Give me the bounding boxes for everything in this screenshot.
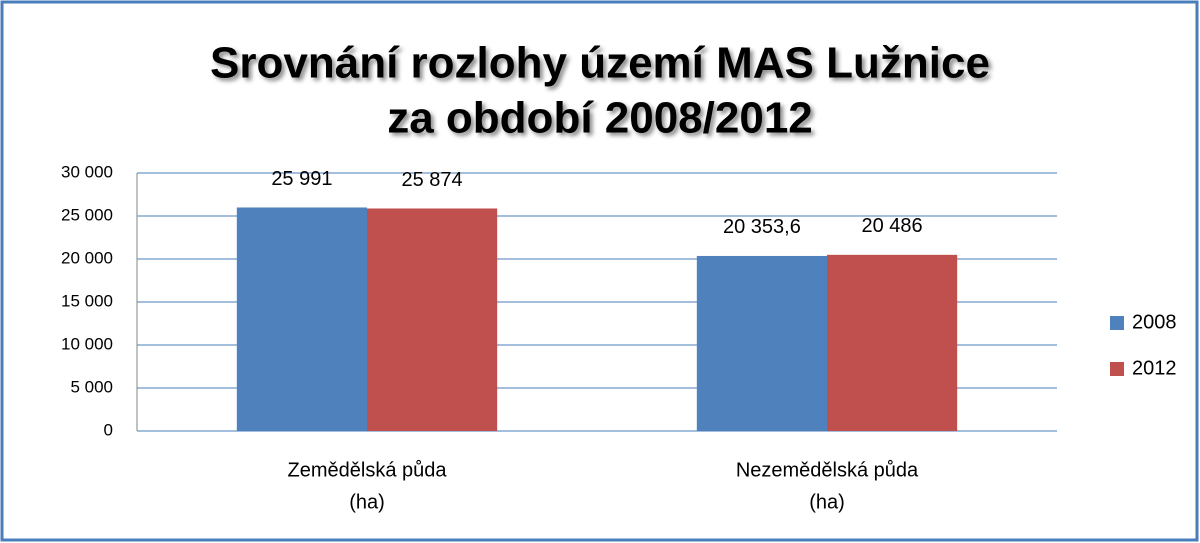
x-tick-label: (ha)	[809, 491, 845, 513]
legend-label: 2012	[1132, 357, 1177, 379]
bar	[236, 207, 367, 431]
y-tick-label: 0	[104, 420, 113, 439]
y-tick-label: 20 000	[61, 248, 113, 267]
bar	[827, 254, 958, 431]
data-label: 20 486	[862, 215, 923, 237]
data-label: 25 874	[402, 169, 463, 191]
chart-title: za období 2008/2012	[387, 94, 813, 143]
chart-title: Srovnání rozlohy území MAS Lužnice	[210, 39, 990, 88]
x-tick-label: Zemědělská půda	[288, 459, 448, 481]
y-tick-label: 10 000	[61, 334, 113, 353]
legend-swatch	[1110, 362, 1124, 376]
y-tick-label: 5 000	[70, 377, 113, 396]
legend-swatch	[1110, 316, 1124, 330]
data-label: 20 353,6	[723, 216, 801, 238]
x-tick-label: (ha)	[349, 491, 385, 513]
bar	[367, 208, 498, 431]
bar	[696, 255, 827, 431]
y-tick-label: 30 000	[61, 162, 113, 181]
legend-label: 2008	[1132, 311, 1177, 333]
x-tick-label: Nezemědělská půda	[736, 459, 919, 481]
y-tick-label: 25 000	[61, 205, 113, 224]
data-label: 25 991	[271, 168, 332, 190]
y-tick-label: 15 000	[61, 291, 113, 310]
